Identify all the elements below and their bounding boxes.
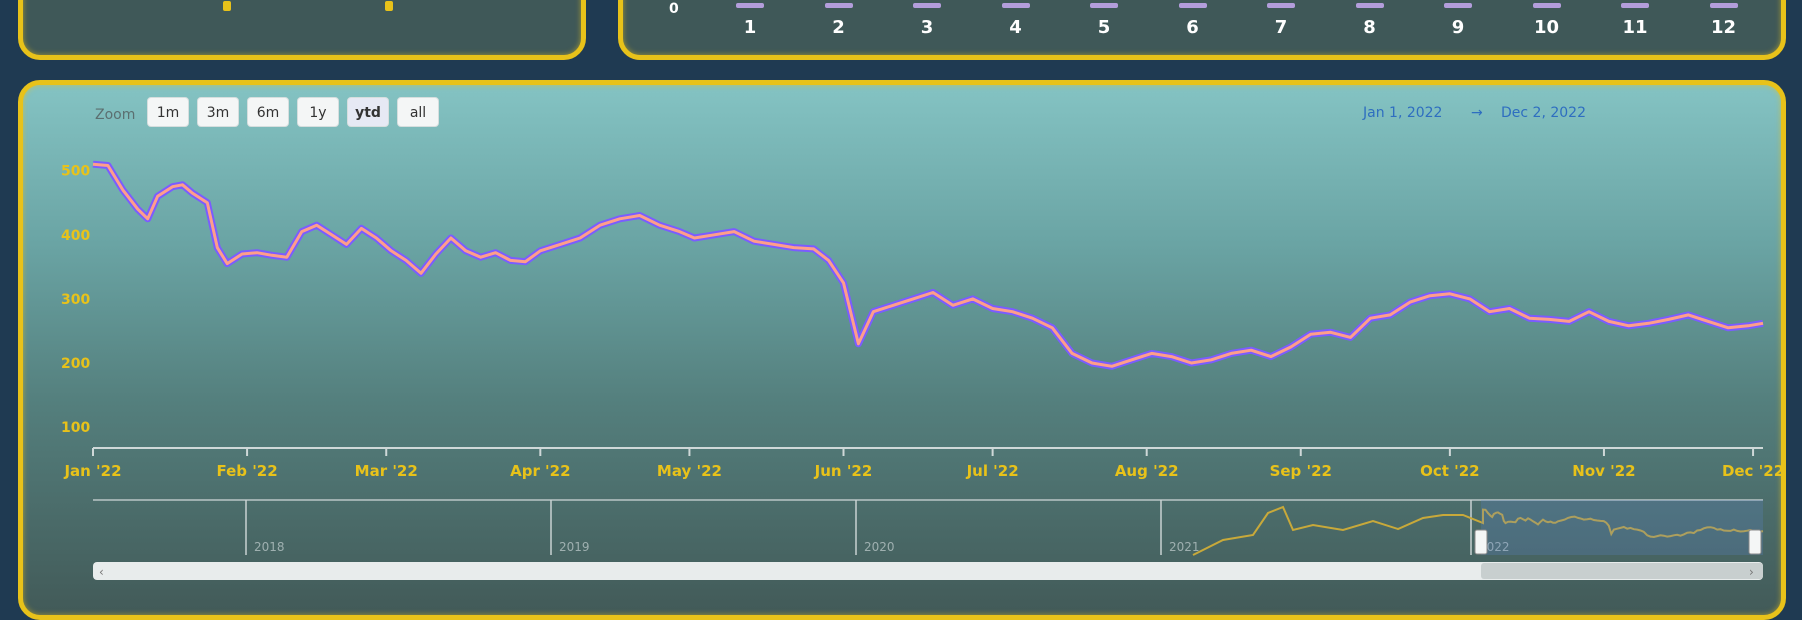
stock-line-chart: 100 200 300 400 500 Jan '22 Feb '22 Mar '22 Apr … [61, 160, 1781, 580]
y-tick-label: 200 [61, 356, 90, 372]
navigator-year-label: 2020 [864, 540, 895, 554]
scrollbar-left-arrow-icon[interactable]: ‹ [99, 565, 104, 579]
top-right-bar [1001, 3, 1030, 8]
y-tick-label: 300 [61, 292, 90, 308]
top-right-panel: 1 2 3 4 5 6 7 8 9 10 11 12 0 [618, 0, 1786, 60]
top-right-bar [1178, 3, 1207, 8]
zoom-label: Zoom [95, 107, 136, 123]
top-right-bar [1355, 3, 1384, 8]
x-tick-label: Jul '22 [966, 462, 1019, 480]
zoom-button-all[interactable]: all [397, 97, 439, 127]
top-right-bar [1444, 3, 1472, 8]
top-right-x-tick: 10 [1533, 17, 1560, 38]
zoom-button-ytd[interactable]: ytd [347, 97, 389, 127]
top-right-bar [1532, 3, 1561, 8]
navigator-scrollbar-thumb[interactable] [1481, 563, 1763, 579]
top-right-bar [1709, 3, 1738, 8]
x-tick-label: Aug '22 [1115, 462, 1179, 480]
y-tick-label: 500 [61, 164, 90, 180]
navigator-year-label: 2021 [1169, 540, 1200, 554]
navigator-handle-right[interactable] [1748, 529, 1762, 555]
top-left-panel [18, 0, 586, 60]
top-right-x-tick: 8 [1363, 17, 1376, 38]
top-right-bar [1621, 3, 1649, 8]
chart-mark [385, 1, 393, 11]
top-right-x-tick: 6 [1186, 17, 1199, 38]
top-right-bar [1267, 3, 1295, 8]
top-right-bar [1090, 3, 1118, 8]
navigator-scrollbar-track[interactable] [93, 562, 1763, 580]
y-tick-label: 100 [61, 420, 90, 436]
x-tick-label: Mar '22 [355, 462, 418, 480]
x-tick-label: Apr '22 [510, 462, 570, 480]
x-tick-label: Jan '22 [63, 462, 121, 480]
x-tick-label: Dec '22 [1722, 462, 1781, 480]
top-right-y-tick: 0 [669, 1, 679, 17]
date-range-separator: → [1471, 105, 1483, 121]
navigator-handle-left[interactable] [1474, 529, 1488, 555]
x-tick-label: Jun '22 [814, 462, 873, 480]
top-right-x-axis: 1 2 3 4 5 6 7 8 9 10 11 12 [623, 3, 1781, 45]
zoom-button-1y[interactable]: 1y [297, 97, 339, 127]
series-line-lower [92, 162, 1764, 368]
top-right-bar [736, 3, 764, 8]
top-right-x-tick: 1 [743, 17, 757, 38]
top-right-x-tick: 12 [1710, 17, 1737, 38]
y-tick-label: 400 [61, 228, 90, 244]
date-range-to[interactable]: Dec 2, 2022 [1501, 105, 1586, 121]
top-right-bar [913, 3, 941, 8]
top-right-x-tick: 9 [1451, 17, 1465, 38]
top-right-x-tick: 2 [832, 17, 845, 38]
x-tick-label: Feb '22 [216, 462, 277, 480]
x-tick-label: Sep '22 [1270, 462, 1332, 480]
top-right-x-tick: 3 [920, 17, 934, 38]
top-right-x-tick: 5 [1097, 17, 1111, 38]
navigator-year-label: 2019 [559, 540, 590, 554]
navigator-year-label: 2018 [254, 540, 285, 554]
navigator-selection [1481, 500, 1763, 555]
chart-mark [223, 1, 231, 11]
main-chart-panel: Zoom 1m 3m 6m 1y ytd all Jan 1, 2022 → D… [18, 80, 1786, 620]
x-tick-label: Nov '22 [1572, 462, 1635, 480]
top-right-x-tick: 11 [1622, 17, 1648, 38]
zoom-button-1m[interactable]: 1m [147, 97, 189, 127]
navigator-series-line [1192, 505, 1764, 556]
date-range-from[interactable]: Jan 1, 2022 [1363, 105, 1443, 121]
zoom-button-3m[interactable]: 3m [197, 97, 239, 127]
x-tick-label: May '22 [657, 462, 722, 480]
top-right-x-tick: 7 [1274, 17, 1288, 38]
top-right-bar [824, 3, 853, 8]
zoom-button-6m[interactable]: 6m [247, 97, 289, 127]
top-right-x-tick: 4 [1009, 17, 1022, 38]
x-tick-label: Oct '22 [1420, 462, 1480, 480]
scrollbar-right-arrow-icon[interactable]: › [1749, 565, 1754, 579]
series-line-upper [92, 160, 1764, 370]
